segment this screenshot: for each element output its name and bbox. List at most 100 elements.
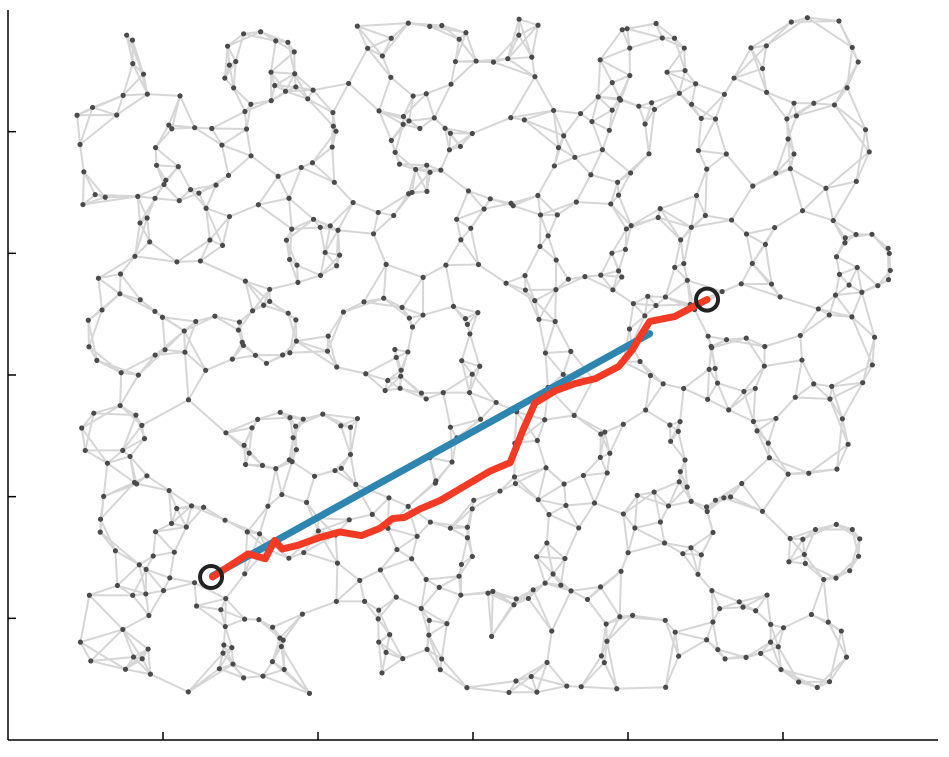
network-node [802, 560, 808, 567]
network-node [814, 684, 820, 691]
network-edge [728, 387, 756, 411]
network-edge [667, 486, 688, 507]
network-edge [706, 153, 727, 170]
network-edge [189, 189, 207, 209]
network-node [144, 91, 150, 97]
network-edge [789, 528, 816, 540]
network-edge [378, 76, 392, 112]
network-node [704, 637, 710, 643]
network-edge [626, 27, 663, 39]
network-edge [523, 118, 565, 137]
network-node [678, 237, 684, 243]
network-edge [224, 573, 246, 600]
network-node [642, 121, 648, 127]
network-edge [246, 505, 269, 533]
network-edge [336, 562, 361, 582]
network-node [642, 313, 648, 319]
network-node [353, 481, 359, 487]
network-node [821, 576, 827, 583]
network-edge [860, 291, 876, 338]
network-edge [296, 264, 321, 277]
network-node [885, 245, 891, 251]
network-node [207, 237, 213, 243]
network-edge [833, 61, 860, 106]
network-edge [401, 306, 424, 316]
network-node [86, 592, 92, 598]
network-edge [764, 359, 803, 368]
network-edge [219, 609, 227, 627]
network-edge [179, 95, 196, 129]
network-edge [828, 630, 843, 682]
network-node [338, 465, 344, 471]
network-edge [137, 195, 156, 200]
network-edge [154, 146, 179, 168]
network-edge [597, 96, 613, 111]
network-node [788, 19, 794, 25]
network-edge [349, 454, 357, 485]
network-edge [139, 222, 151, 243]
network-edge [637, 491, 655, 497]
network-edge [825, 151, 870, 190]
network-edge [84, 412, 95, 451]
network-edge [441, 24, 460, 41]
network-node [588, 172, 594, 178]
network-node [759, 508, 766, 514]
network-node [754, 428, 760, 434]
network-node [727, 494, 734, 500]
network-edge [761, 473, 789, 512]
network-edge [396, 535, 418, 551]
network-edge [714, 93, 726, 120]
network-node [723, 337, 730, 343]
network-node [201, 504, 207, 510]
network-edge [363, 263, 387, 303]
network-edge [524, 275, 536, 301]
network-edge [449, 508, 473, 529]
network-node [684, 484, 690, 490]
network-edge [674, 621, 714, 634]
network-node [150, 553, 156, 559]
network-edge [245, 128, 253, 156]
network-node [629, 612, 636, 618]
network-edge [286, 42, 296, 74]
network-node [280, 637, 286, 643]
network-edge [512, 204, 541, 216]
network-edge [617, 249, 627, 272]
network-edge [363, 600, 379, 620]
network-edge [466, 679, 517, 689]
network-edge [426, 648, 442, 671]
network-edge [674, 631, 707, 641]
network-edge [134, 241, 151, 258]
network-node [357, 577, 363, 583]
network-node [370, 231, 377, 237]
network-edge [244, 280, 265, 306]
network-node [405, 20, 411, 26]
network-edge [97, 277, 121, 295]
network-node [743, 654, 749, 660]
network-node [709, 345, 715, 351]
network-edge [604, 423, 624, 433]
network-node [688, 498, 694, 504]
network-edge [205, 208, 211, 241]
network-edge [372, 212, 380, 235]
network-node [131, 479, 138, 486]
network-node [354, 23, 360, 29]
network-edge [119, 255, 136, 275]
network-edge [750, 21, 792, 49]
network-edge [536, 195, 542, 216]
network-node [221, 642, 227, 648]
network-edge [460, 360, 471, 393]
network-edge [606, 453, 611, 474]
network-node [653, 302, 659, 309]
network-edge [269, 281, 299, 291]
network-edge [767, 442, 789, 475]
network-edge [622, 361, 651, 377]
network-edge [753, 417, 777, 423]
network-node [255, 202, 261, 208]
network-edge [855, 151, 871, 182]
network-node [628, 170, 634, 176]
network-edge [616, 686, 666, 690]
network-node [311, 473, 318, 479]
network-edge [334, 534, 339, 564]
network-node [400, 121, 406, 127]
network-edge [354, 483, 374, 515]
